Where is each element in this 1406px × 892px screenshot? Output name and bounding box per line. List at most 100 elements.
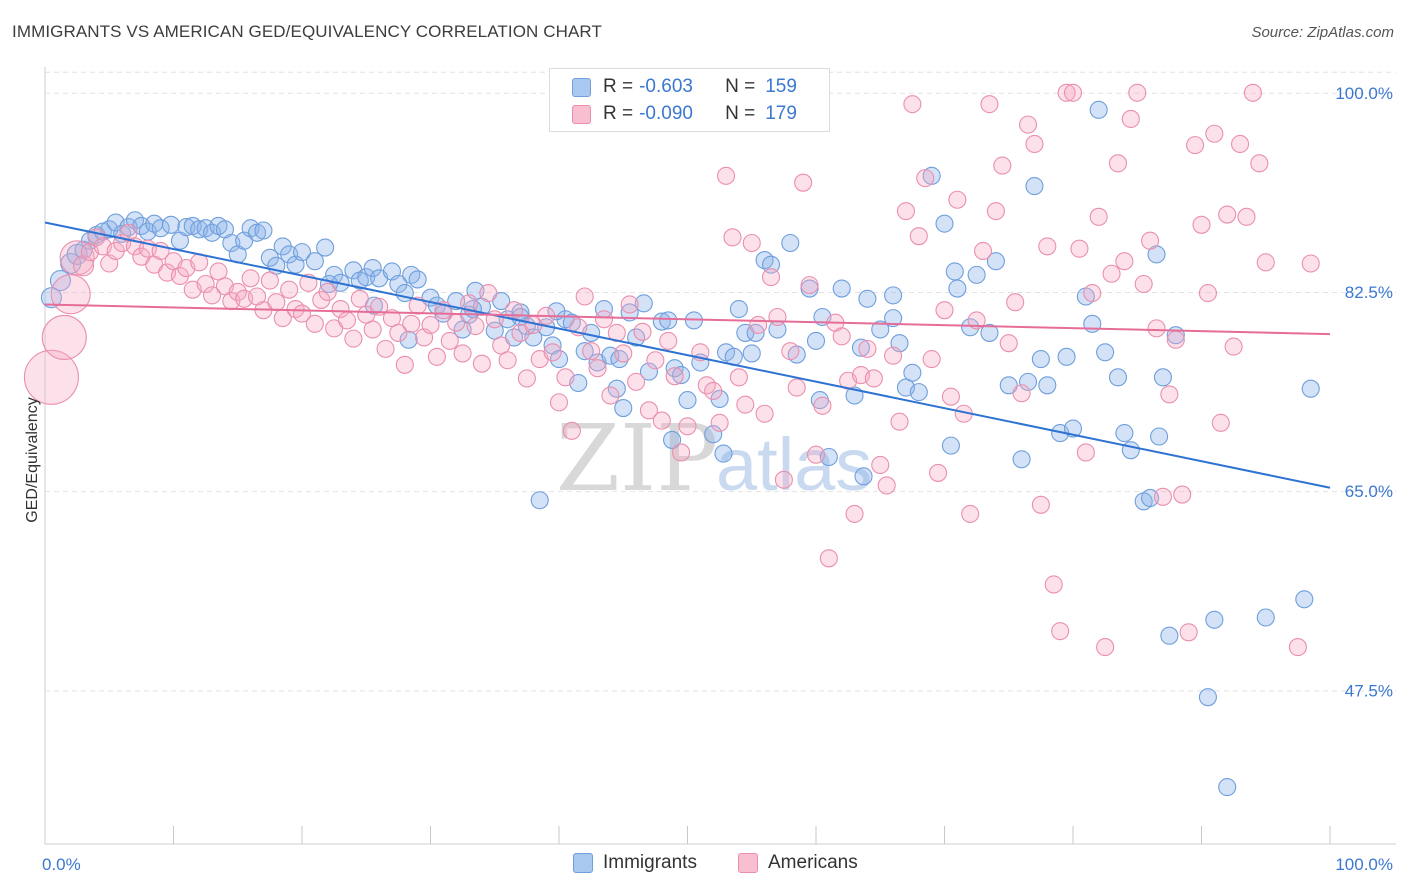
americans-point bbox=[819, 549, 838, 568]
r-value: -0.603 bbox=[639, 76, 693, 97]
immigrants-point bbox=[999, 376, 1018, 395]
r-label: R = bbox=[603, 103, 634, 124]
immigrants-point bbox=[935, 214, 954, 233]
watermark: ZIP atlas bbox=[556, 405, 872, 512]
americans-point bbox=[916, 169, 935, 188]
americans-point bbox=[267, 293, 286, 312]
n-label: N = bbox=[725, 103, 756, 124]
americans-point bbox=[1038, 237, 1057, 256]
americans-point bbox=[395, 355, 414, 374]
americans-point bbox=[562, 421, 581, 440]
americans-point bbox=[633, 322, 652, 341]
legend-row-immigrants: R = -0.603 N = 159 bbox=[572, 75, 797, 99]
americans-point bbox=[280, 280, 299, 299]
immigrants-point bbox=[399, 330, 418, 349]
americans-point bbox=[993, 156, 1012, 175]
n-value: 159 bbox=[765, 76, 797, 97]
americans-point bbox=[864, 369, 883, 388]
immigrants-point bbox=[254, 221, 273, 240]
immigrants-point bbox=[575, 342, 594, 361]
americans-point bbox=[749, 315, 768, 335]
americans-point bbox=[440, 331, 459, 350]
americans-point bbox=[941, 387, 960, 406]
americans-point bbox=[1211, 413, 1230, 432]
immigrants-point bbox=[1141, 488, 1160, 508]
watermark-atlas: atlas bbox=[716, 423, 872, 506]
americans-point bbox=[845, 504, 864, 523]
americans-point bbox=[922, 350, 941, 369]
americans-point bbox=[935, 301, 954, 320]
americans-point bbox=[459, 294, 479, 313]
americans-point bbox=[50, 274, 91, 315]
immigrants-point bbox=[851, 338, 871, 357]
immigrants-point bbox=[305, 252, 324, 271]
americans-point bbox=[884, 346, 903, 365]
americans-point bbox=[1057, 83, 1076, 102]
americans-point bbox=[41, 314, 87, 361]
americans-point bbox=[781, 342, 800, 361]
americans-point bbox=[672, 443, 691, 462]
immigrants-point bbox=[948, 279, 967, 298]
americans-point bbox=[1070, 239, 1089, 258]
americans-point bbox=[800, 276, 819, 295]
americans-point bbox=[794, 173, 813, 192]
americans-point bbox=[1102, 264, 1121, 283]
americans-point bbox=[1076, 443, 1095, 462]
americans-point bbox=[961, 504, 980, 523]
r-value: -0.090 bbox=[639, 103, 693, 124]
americans-point bbox=[704, 381, 723, 401]
immigrants-point bbox=[1031, 350, 1050, 369]
americans-point bbox=[620, 295, 639, 314]
americans-point bbox=[203, 286, 222, 305]
immigrants-point bbox=[1096, 343, 1115, 362]
immigrants-point bbox=[980, 323, 999, 342]
immigrants-point bbox=[408, 270, 427, 289]
americans-swatch bbox=[738, 853, 758, 873]
americans-point bbox=[1301, 254, 1320, 273]
americans-point bbox=[228, 282, 247, 302]
immigrants-point bbox=[1198, 688, 1217, 707]
americans-point bbox=[447, 313, 466, 332]
immigrants-points bbox=[40, 100, 1320, 797]
americans-point bbox=[23, 349, 79, 405]
gridlines bbox=[45, 71, 1396, 692]
americans-point bbox=[1166, 330, 1185, 349]
americans-point bbox=[1243, 83, 1262, 102]
americans-point bbox=[466, 317, 485, 336]
americans-point bbox=[729, 368, 748, 387]
immigrants-point bbox=[986, 252, 1005, 271]
immigrants-point bbox=[1256, 608, 1275, 627]
americans-point bbox=[716, 166, 736, 185]
y-axis-label: GED/Equivalency bbox=[24, 397, 41, 522]
immigrants-point bbox=[504, 328, 524, 347]
americans-point bbox=[594, 310, 614, 329]
americans-point bbox=[1025, 134, 1044, 154]
americans-point bbox=[1153, 487, 1172, 506]
stats-legend: R = -0.603 N = 159 R = -0.090 N = 179 bbox=[549, 68, 830, 132]
americans-point bbox=[1198, 284, 1217, 303]
immigrants-point bbox=[1108, 368, 1128, 387]
americans-point bbox=[646, 351, 665, 370]
legend-immigrants-label: Immigrants bbox=[603, 852, 697, 873]
americans-point bbox=[813, 396, 832, 415]
immigrants-point bbox=[1057, 347, 1076, 366]
americans-point bbox=[582, 342, 601, 361]
americans-point bbox=[774, 470, 793, 489]
immigrants-point bbox=[781, 233, 800, 253]
americans-point bbox=[665, 367, 684, 386]
r-label: R = bbox=[603, 76, 634, 97]
americans-point bbox=[1012, 384, 1031, 403]
immigrants-point bbox=[663, 430, 682, 449]
americans-point bbox=[1134, 274, 1153, 294]
americans-point bbox=[1288, 638, 1307, 657]
immigrants-point bbox=[729, 299, 748, 319]
immigrants-point bbox=[961, 318, 980, 337]
americans-point bbox=[305, 314, 324, 333]
americans-point bbox=[453, 344, 472, 363]
americans-point bbox=[1192, 215, 1211, 234]
americans-point bbox=[331, 299, 350, 319]
americans-point bbox=[742, 233, 761, 253]
americans-point bbox=[973, 241, 993, 261]
immigrants-point bbox=[607, 379, 626, 398]
